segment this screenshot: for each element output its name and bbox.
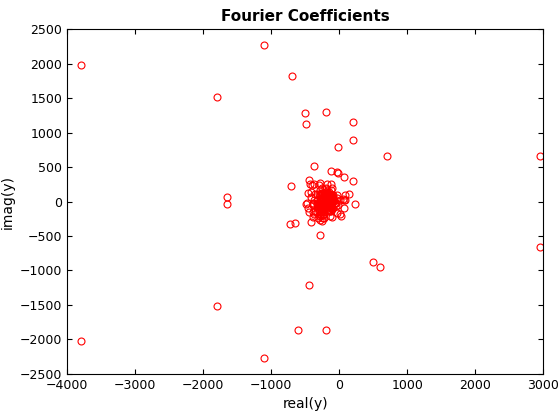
X-axis label: real(y): real(y): [282, 397, 328, 411]
Y-axis label: imag(y): imag(y): [1, 175, 15, 228]
Title: Fourier Coefficients: Fourier Coefficients: [221, 9, 390, 24]
